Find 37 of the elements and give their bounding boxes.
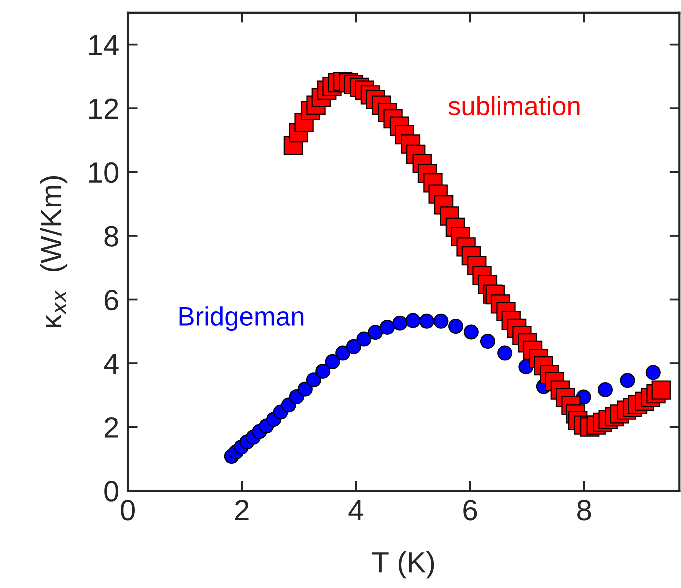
series-label: sublimation (448, 96, 580, 116)
point (298, 382, 313, 397)
point (325, 354, 340, 370)
x-tick-label: 6 (464, 500, 478, 521)
y-tick-label: 0 (104, 481, 119, 502)
point (368, 325, 384, 340)
point (316, 364, 331, 379)
y-tick-label: 14 (89, 35, 119, 56)
point (434, 314, 449, 329)
point (356, 332, 372, 347)
y-tick-label: 2 (104, 417, 118, 438)
y-tick-label: 10 (89, 162, 119, 184)
y-axis-title: κ$_{xx}$ (W/Km) (40, 176, 68, 328)
point (346, 339, 362, 354)
series-label: Bridgeman (180, 306, 304, 332)
x-tick-label: 0 (121, 500, 135, 521)
y-tick-label: 8 (104, 226, 118, 247)
x-axis-title: T (K) (372, 552, 434, 579)
point (598, 382, 613, 398)
y-tick-label: 12 (89, 98, 118, 120)
point (448, 319, 464, 334)
x-tick-label: 2 (235, 500, 249, 520)
point (380, 320, 396, 335)
x-tick-label: 4 (348, 500, 364, 520)
point (392, 316, 408, 331)
point (498, 346, 513, 361)
point (336, 346, 351, 361)
point (306, 372, 322, 388)
y-tick-label: 6 (104, 290, 118, 311)
y-tick-label: 4 (104, 354, 119, 374)
point (464, 324, 479, 340)
point (646, 365, 661, 380)
point (620, 373, 636, 388)
x-tick-label: 8 (578, 500, 592, 521)
point (419, 314, 434, 329)
point (406, 313, 421, 328)
point (480, 334, 496, 350)
